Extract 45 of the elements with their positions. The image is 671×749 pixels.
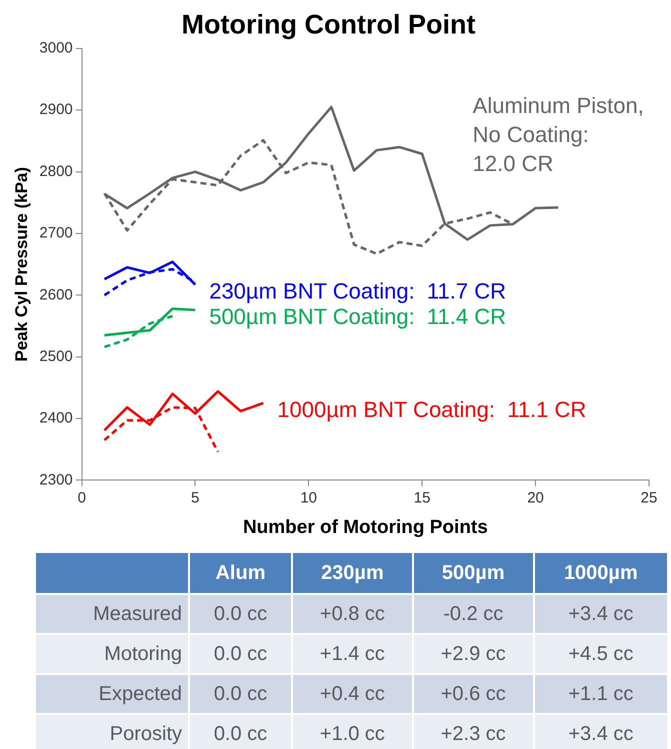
text: +3.4 cc xyxy=(568,602,634,624)
text: +4.5 cc xyxy=(568,642,634,664)
x-tick-label: 0 xyxy=(78,489,86,506)
text: 0.0 cc xyxy=(214,642,268,664)
text: +0.8 cc xyxy=(320,602,385,624)
y-tick-label: 2400 xyxy=(39,410,73,427)
y-axis-title: Peak Cyl Pressure (kPa) xyxy=(12,166,31,362)
y-tick-label: 2500 xyxy=(39,348,73,365)
category-label: Expected xyxy=(98,682,182,704)
category-label: 500µm xyxy=(412,552,534,594)
category-label: 1000µm xyxy=(534,552,668,594)
y-tick-label: 2600 xyxy=(39,286,73,304)
text: 0.0 cc xyxy=(214,722,268,744)
series-label: 230µm BNT Coating: 11.7 CR xyxy=(209,278,506,304)
series-label: Aluminum Piston, No Coating: 12.0 CR xyxy=(472,93,644,176)
x-tick-label: 20 xyxy=(527,489,544,506)
series-label: 500µm BNT Coating: 11.4 CR xyxy=(209,304,506,330)
category-label: Alum xyxy=(189,552,292,594)
category-label: Motoring xyxy=(104,642,182,664)
y-tick-label: 2800 xyxy=(39,162,73,180)
x-tick-label: 15 xyxy=(414,489,430,506)
category-label: Porosity xyxy=(110,722,182,744)
text: +1.4 cc xyxy=(320,642,385,664)
x-axis-title: Number of Motoring Points xyxy=(242,516,488,538)
text: +3.4 cc xyxy=(568,722,634,744)
text: +0.4 cc xyxy=(320,682,385,704)
chart-title: Motoring Control Point xyxy=(182,10,476,40)
y-tick-label: 2900 xyxy=(39,101,73,118)
text: 0.0 cc xyxy=(214,682,268,704)
text: +1.0 cc xyxy=(320,722,385,744)
text: +2.9 cc xyxy=(440,642,506,664)
category-label: 230µm xyxy=(292,552,413,594)
y-tick-label: 3000 xyxy=(39,40,73,57)
text: 0.0 cc xyxy=(214,602,268,624)
y-tick-label: 2300 xyxy=(39,471,73,488)
text: +1.1 cc xyxy=(568,682,634,704)
x-tick-label: 25 xyxy=(640,489,658,506)
text: -0.2 cc xyxy=(443,602,504,624)
x-tick-label: 10 xyxy=(300,489,318,506)
y-tick-label: 2700 xyxy=(39,224,73,242)
series-label: 1000µm BNT Coating: 11.1 CR xyxy=(277,397,586,422)
text: +2.3 cc xyxy=(440,722,506,744)
category-label: Measured xyxy=(93,602,182,624)
x-tick-label: 5 xyxy=(191,489,200,506)
text: +0.6 cc xyxy=(440,682,506,704)
